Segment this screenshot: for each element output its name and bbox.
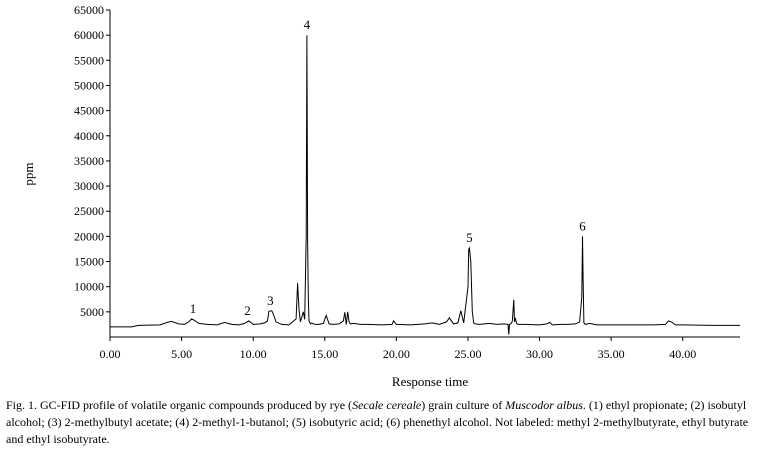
y-tick-label: 65000 [74, 3, 104, 17]
x-tick-label: 25.00 [454, 347, 481, 361]
y-tick-label: 20000 [74, 229, 104, 243]
x-axis-title: Response time [392, 374, 468, 389]
y-axis-title: ppm [21, 162, 36, 185]
peak-label-6: 6 [579, 218, 586, 233]
y-tick-label: 25000 [74, 204, 104, 218]
caption-seg3: . (1) ethyl propionate; (2) isobutyl alc… [6, 398, 749, 446]
chromatogram-chart: 5000 10000 15000 20000 25000 30000 35000 40000 4… [21, 3, 740, 389]
caption-italic-plant: Secale cereale [352, 398, 422, 412]
y-tick-label: 55000 [74, 53, 104, 67]
caption-seg1: GC-FID profile of volatile organic compo… [40, 398, 353, 412]
y-tick-label: 35000 [74, 154, 104, 168]
peak-label-2: 2 [244, 303, 251, 318]
x-tick-label: 0.00 [100, 347, 121, 361]
y-tick-label: 15000 [74, 255, 104, 269]
y-tick-label: 50000 [74, 78, 104, 92]
caption-text: Fig. 1. GC-FID profile of volatile organ… [6, 397, 768, 448]
y-tick-label: 40000 [74, 129, 104, 143]
y-tick-label: 30000 [74, 179, 104, 193]
peak-labels: 1 2 3 4 5 6 [190, 17, 586, 318]
chromatogram-trace [110, 35, 740, 335]
chart-plot-area [110, 35, 740, 335]
caption-italic-fungus: Muscodor albus [505, 398, 583, 412]
peak-label-5: 5 [466, 230, 473, 245]
peak-label-3: 3 [267, 293, 274, 308]
x-tick-label: 15.00 [311, 347, 338, 361]
x-tick-label: 10.00 [240, 347, 267, 361]
x-tick-label: 30.00 [526, 347, 553, 361]
x-tick-label: 20.00 [383, 347, 410, 361]
caption-seg2: ) grain culture of [421, 398, 506, 412]
y-tick-label: 5000 [80, 305, 104, 319]
chart-axes: 5000 10000 15000 20000 25000 30000 35000 40000 4… [74, 3, 740, 361]
figure-caption: Fig. 1. GC-FID profile of volatile organ… [6, 397, 768, 448]
x-tick-label: 5.00 [171, 347, 192, 361]
x-tick-label: 40.00 [669, 347, 696, 361]
peak-label-4: 4 [304, 17, 311, 32]
y-tick-label: 60000 [74, 28, 104, 42]
x-tick-label: 35.00 [598, 347, 625, 361]
caption-fig-label: Fig. 1. [6, 398, 38, 412]
y-tick-label: 45000 [74, 104, 104, 118]
y-tick-label: 10000 [74, 280, 104, 294]
peak-label-1: 1 [190, 301, 197, 316]
